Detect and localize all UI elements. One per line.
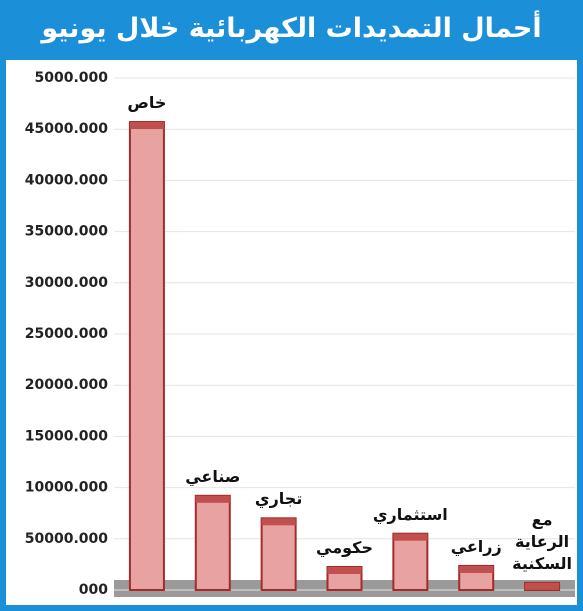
bar-cap <box>525 582 560 590</box>
bar <box>260 517 297 592</box>
y-tick-label: 15000.000 <box>25 428 109 444</box>
bar-cap <box>327 566 362 574</box>
bar-cap <box>261 518 296 526</box>
bar-cap <box>129 122 164 130</box>
y-tick-label: 5000.000 <box>34 70 108 86</box>
bar-cap <box>459 565 494 573</box>
y-tick-label: 40000.000 <box>25 172 109 188</box>
y-tick-label: 35000.000 <box>25 224 109 240</box>
category-label: حكومي <box>316 537 373 557</box>
bar <box>194 494 231 591</box>
y-tick-label: 30000.000 <box>25 275 109 291</box>
category-label: تجاري <box>254 489 303 509</box>
y-tick-label: 000 <box>79 582 108 598</box>
plot-background <box>6 60 577 605</box>
y-tick-label: 45000.000 <box>25 121 109 137</box>
y-tick-label: 20000.000 <box>25 377 109 393</box>
category-label: خاص <box>127 93 167 113</box>
y-tick-label: 25000.000 <box>25 326 109 342</box>
category-label: استثماري <box>372 504 448 524</box>
bar <box>392 532 429 591</box>
bar <box>128 121 165 591</box>
y-tick-label: 10000.000 <box>25 480 109 496</box>
y-tick-label: 50000.000 <box>25 531 109 547</box>
category-label: صناعي <box>185 466 241 486</box>
category-label: مع الرعاية السكنية <box>512 509 572 573</box>
category-label: زراعي <box>450 536 502 556</box>
bar-cap <box>195 495 230 503</box>
bar-cap <box>393 533 428 541</box>
